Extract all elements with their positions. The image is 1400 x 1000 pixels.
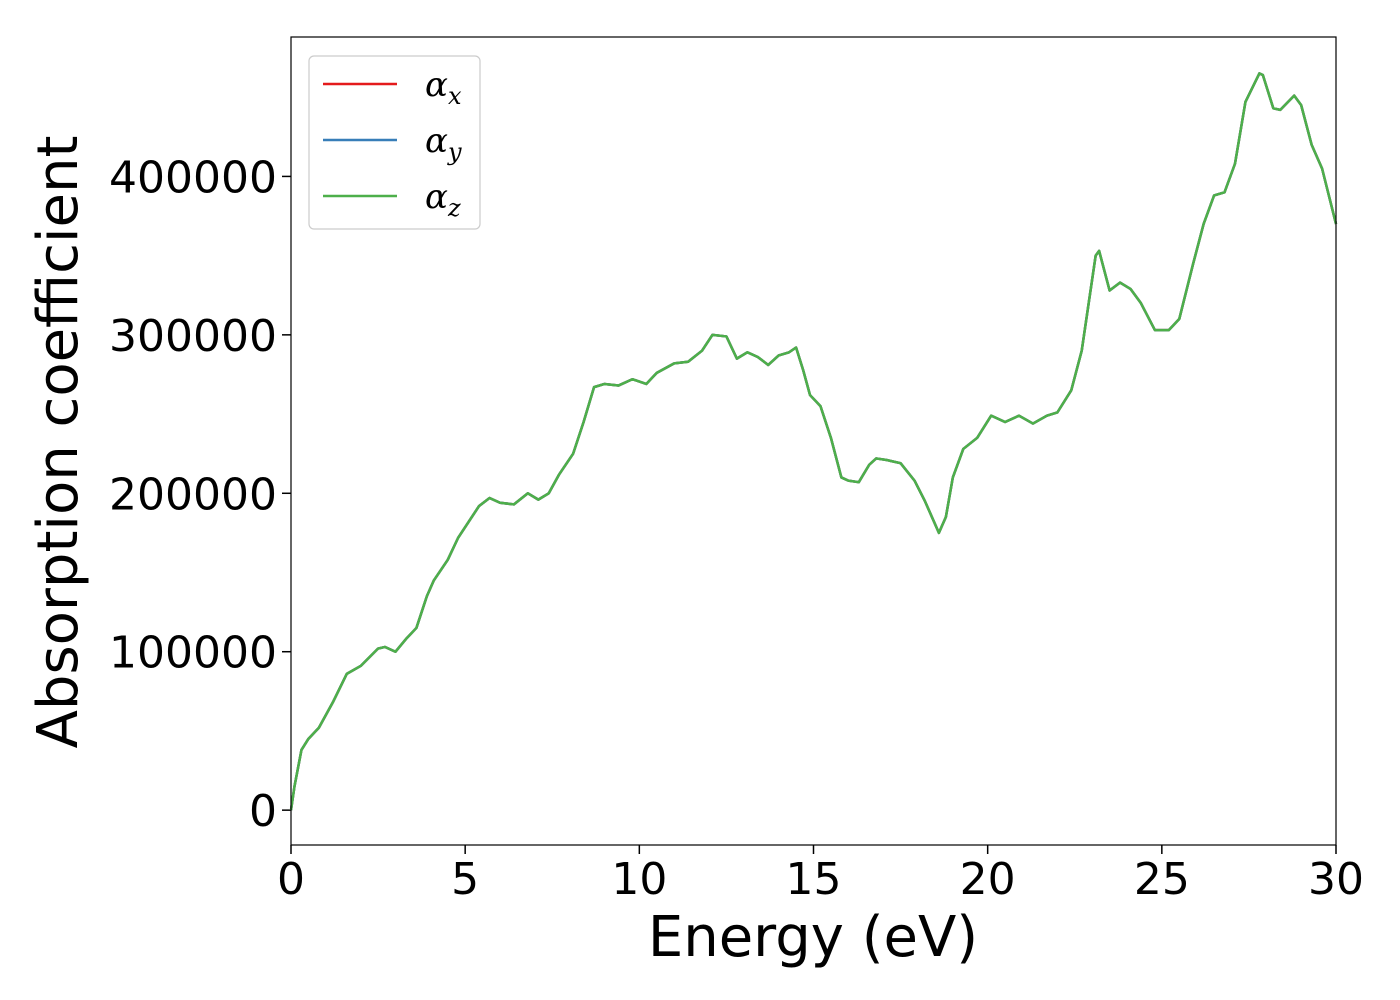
x-tick-label: 5 (451, 854, 479, 905)
y-tick-label: 400000 (109, 152, 277, 203)
x-tick-label: 0 (277, 854, 305, 905)
legend-label: αz (425, 177, 461, 222)
legend-label: αy (425, 121, 462, 166)
data-line (289, 72, 1338, 811)
y-tick-label: 300000 (109, 311, 277, 362)
x-tick-label: 25 (1134, 854, 1190, 905)
legend-label: αx (425, 65, 462, 110)
y-tick-label: 200000 (109, 469, 277, 520)
x-tick-label: 30 (1308, 854, 1364, 905)
y-tick-label: 0 (249, 786, 277, 837)
plot-frame (290, 36, 1337, 846)
legend: αx αy αz (308, 55, 481, 230)
y-axis-label: Absorption coefficient (26, 136, 91, 749)
legend-box (308, 55, 481, 230)
x-tick-label: 20 (960, 854, 1016, 905)
x-tick-label: 10 (611, 854, 667, 905)
x-tick-label: 15 (786, 854, 842, 905)
y-tick-label: 100000 (109, 628, 277, 679)
x-axis-label: Energy (eV) (648, 905, 978, 970)
